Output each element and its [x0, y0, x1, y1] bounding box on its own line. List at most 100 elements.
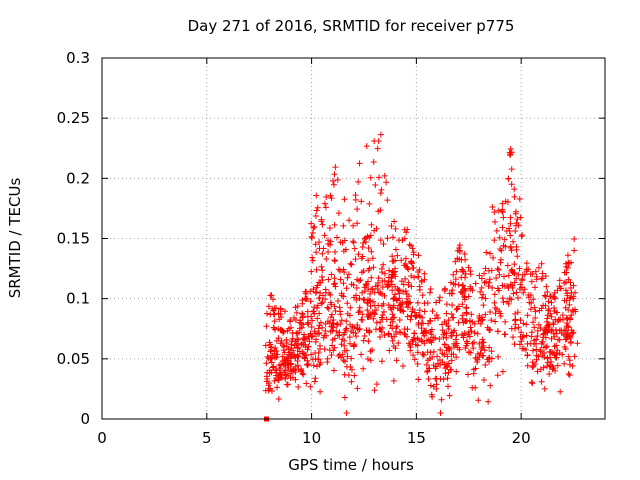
data-point [419, 292, 426, 299]
data-point [347, 363, 354, 370]
data-point [567, 285, 574, 292]
data-point [471, 339, 478, 346]
data-point [499, 200, 506, 207]
data-point [334, 176, 341, 183]
data-point [566, 301, 573, 308]
data-point [373, 306, 380, 313]
data-point [395, 340, 402, 347]
data-point [450, 314, 457, 321]
data-point [418, 277, 425, 284]
data-point [465, 293, 472, 300]
data-point [268, 292, 275, 299]
data-point [437, 346, 444, 353]
data-point [368, 248, 375, 255]
data-point [427, 349, 434, 356]
data-point [296, 325, 303, 332]
data-point [474, 350, 481, 357]
data-point [358, 351, 365, 358]
data-point [288, 338, 295, 345]
data-point [267, 311, 274, 318]
data-point [556, 277, 563, 284]
data-point [287, 355, 294, 362]
data-point [517, 317, 524, 324]
data-point [371, 302, 378, 309]
data-point [392, 291, 399, 298]
data-point [367, 348, 374, 355]
data-point [331, 280, 338, 287]
data-point [347, 304, 354, 311]
data-point [438, 396, 445, 403]
data-point [304, 319, 311, 326]
data-point [486, 354, 493, 361]
data-point [326, 319, 333, 326]
data-point [403, 333, 410, 340]
data-point [413, 313, 420, 320]
data-point [269, 364, 276, 371]
data-point [322, 204, 329, 211]
data-point [389, 234, 396, 241]
data-point [468, 311, 475, 318]
data-point [312, 212, 319, 219]
data-point [265, 382, 272, 389]
data-point [452, 258, 459, 265]
data-point [513, 289, 520, 296]
data-point [263, 360, 270, 367]
data-point [504, 198, 511, 205]
data-point [426, 289, 433, 296]
data-point [515, 324, 522, 331]
data-point [497, 310, 504, 317]
data-point [316, 239, 323, 246]
data-point [480, 377, 487, 384]
data-point [551, 351, 558, 358]
data-point [479, 344, 486, 351]
data-point [565, 276, 572, 283]
data-point [400, 308, 407, 315]
data-point [457, 289, 464, 296]
data-point [568, 327, 575, 334]
data-point [318, 300, 325, 307]
data-point [396, 290, 403, 297]
data-point [262, 342, 269, 349]
data-point [491, 218, 498, 225]
data-point [512, 227, 519, 234]
data-point [567, 294, 574, 301]
data-point [525, 266, 532, 273]
data-point [524, 362, 531, 369]
data-point [502, 331, 509, 338]
data-point [501, 236, 508, 243]
data-point [295, 345, 302, 352]
y-tick-label: 0.15 [57, 230, 90, 248]
data-point [377, 237, 384, 244]
data-point [476, 272, 483, 279]
data-point [336, 351, 343, 358]
data-point [460, 332, 467, 339]
data-point [321, 346, 328, 353]
data-point [364, 356, 371, 363]
data-point [275, 396, 282, 403]
data-point [453, 368, 460, 375]
data-point [367, 232, 374, 239]
data-point [400, 362, 407, 369]
data-point [546, 326, 553, 333]
data-point [414, 360, 421, 367]
data-point [482, 311, 489, 318]
data-point [332, 248, 339, 255]
data-point [445, 369, 452, 376]
data-point [486, 276, 493, 283]
data-point [419, 351, 426, 358]
data-point [409, 245, 416, 252]
data-point [516, 286, 523, 293]
data-point [513, 222, 520, 229]
data-point [402, 288, 409, 295]
data-point [341, 358, 348, 365]
data-point [485, 398, 492, 405]
data-point [469, 340, 476, 347]
data-point [387, 304, 394, 311]
data-point [292, 363, 299, 370]
data-point [493, 275, 500, 282]
data-point [370, 159, 377, 166]
data-point [303, 380, 310, 387]
data-point [282, 371, 289, 378]
data-point [497, 246, 504, 253]
data-point [572, 308, 579, 315]
